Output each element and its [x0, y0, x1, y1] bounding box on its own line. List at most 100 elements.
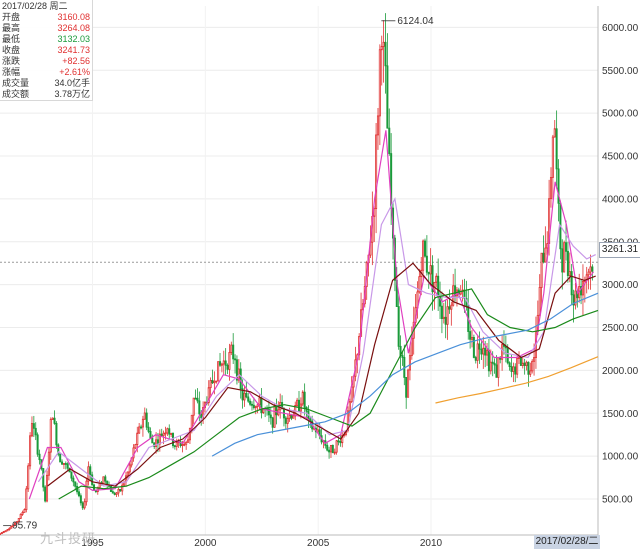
info-date: 2017/02/28 周二	[2, 1, 68, 11]
candle-body	[570, 271, 573, 296]
watermark-logo: 九斗投研	[40, 532, 97, 547]
candle-body	[328, 449, 331, 453]
y-tick-label: 5000.00	[602, 109, 639, 120]
candle-body	[115, 492, 118, 495]
candle-body	[254, 406, 257, 409]
candle-body	[0, 533, 2, 535]
candle-body	[12, 524, 15, 527]
candle-body	[335, 440, 338, 453]
candle-body	[437, 275, 440, 298]
candle-body	[444, 316, 447, 325]
info-label: 涨幅	[2, 67, 21, 77]
candle-body	[151, 437, 154, 444]
candle-body	[235, 359, 238, 381]
candle-body	[230, 344, 233, 353]
candle-body	[591, 266, 594, 272]
candle-body	[491, 361, 494, 364]
candle-body	[158, 433, 161, 445]
candle-body	[149, 431, 152, 439]
candle-body	[470, 337, 474, 340]
ohlc-info-panel: 2017/02/28 周二 开盘 3160.08 最高 3264.08 最低 3132.0…	[0, 0, 93, 101]
candle-body	[66, 463, 69, 469]
candle-body	[551, 136, 554, 178]
candle-body	[301, 391, 304, 405]
candle-body	[85, 480, 88, 503]
candle-body	[47, 451, 50, 476]
candle-body	[145, 412, 148, 428]
candle-body	[555, 128, 558, 170]
y-tick-label: 5500.00	[602, 66, 639, 77]
info-row: 收盘 3241.73	[0, 45, 92, 56]
candle-body	[512, 366, 515, 372]
moving-average-line	[211, 292, 599, 457]
candle-body	[341, 434, 344, 444]
candle-body	[497, 357, 500, 378]
candle-body	[544, 247, 547, 263]
candle-body	[422, 240, 425, 271]
candle-body	[143, 412, 146, 420]
info-value: 3160.08	[57, 12, 90, 22]
candle-body	[501, 344, 504, 360]
candle-body	[160, 433, 163, 437]
candle-body	[4, 530, 7, 533]
candle-body	[207, 387, 210, 404]
candle-body	[128, 464, 131, 473]
candle-body	[549, 177, 552, 200]
x-tick-label: 2005	[307, 538, 330, 549]
candle-body	[508, 362, 511, 368]
candle-body	[213, 380, 216, 384]
candle-body	[55, 422, 58, 446]
candle-body	[162, 432, 165, 437]
candle-body	[288, 415, 291, 419]
candle-body	[525, 361, 528, 366]
candle-body	[580, 286, 583, 296]
info-value: 34.0亿手	[54, 78, 90, 88]
candle-body	[74, 481, 77, 487]
candle-body	[46, 474, 49, 502]
candle-body	[81, 502, 84, 509]
candle-body	[540, 252, 543, 288]
candle-body	[531, 360, 534, 372]
candle-body	[446, 306, 449, 325]
info-value: 3264.08	[57, 23, 90, 33]
info-row: 最低 3132.03	[0, 34, 92, 45]
candle-body	[375, 134, 378, 209]
candle-body	[38, 453, 41, 461]
candle-body	[53, 417, 56, 424]
candle-body	[113, 492, 116, 495]
candle-body	[89, 466, 92, 476]
candle-body	[493, 362, 496, 366]
candle-body	[51, 417, 54, 420]
candle-body	[119, 488, 122, 492]
candle-body	[155, 439, 158, 447]
candle-body	[226, 364, 229, 370]
candle-body	[519, 357, 522, 366]
candle-body	[256, 404, 259, 408]
candle-body	[495, 364, 498, 378]
candle-body	[70, 471, 73, 479]
info-label: 成交额	[2, 89, 30, 99]
candle-body	[23, 509, 26, 513]
candle-body	[140, 426, 143, 429]
candle-body	[489, 361, 492, 372]
candle-body	[175, 441, 178, 447]
y-tick-label: 1500.00	[602, 409, 639, 420]
candle-body	[568, 271, 571, 276]
candle-body	[486, 349, 489, 356]
candle-body	[423, 240, 427, 257]
candle-body	[442, 316, 445, 319]
candle-body	[141, 418, 144, 428]
candle-body	[252, 404, 255, 409]
candle-body	[181, 444, 184, 447]
y-tick-label: 6000.00	[602, 23, 639, 34]
candle-body	[484, 347, 487, 356]
candle-body	[32, 423, 35, 429]
candle-body	[25, 488, 28, 511]
candle-body	[527, 361, 530, 375]
candle-body	[339, 441, 342, 444]
candle-body	[408, 355, 411, 371]
candle-body	[296, 399, 299, 406]
candle-body	[435, 275, 438, 283]
candle-body	[329, 444, 332, 453]
